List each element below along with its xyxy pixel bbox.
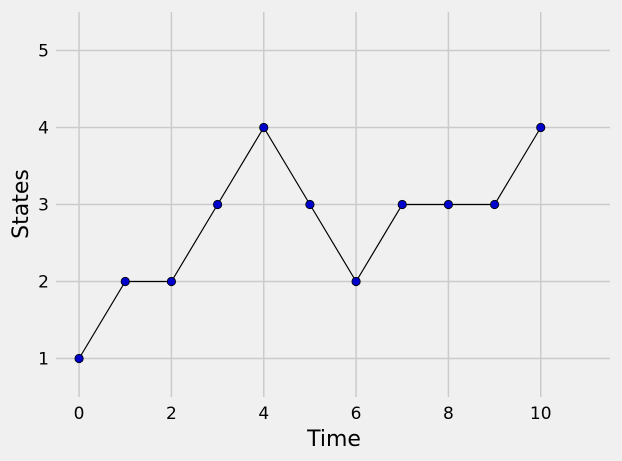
x-tick-label: 6 (351, 404, 362, 424)
y-tick-label: 2 (38, 273, 49, 293)
y-tick-label: 3 (38, 196, 49, 216)
x-tick-labels: 0 2 4 6 8 10 (74, 404, 552, 424)
data-point (536, 122, 546, 133)
x-tick-label: 10 (530, 404, 552, 424)
data-point (489, 199, 500, 210)
data-point (259, 122, 269, 133)
data-point (74, 353, 84, 364)
y-axis-label: States (9, 169, 34, 239)
x-tick-label: 4 (258, 404, 269, 424)
y-tick-label: 1 (38, 350, 49, 370)
x-tick-label: 0 (74, 404, 85, 424)
y-tick-label: 4 (38, 119, 49, 139)
y-tick-label: 5 (38, 42, 49, 62)
data-point (166, 276, 177, 287)
data-point (212, 199, 223, 210)
series-line (78, 126, 542, 359)
data-point (397, 199, 407, 210)
data-point (305, 199, 315, 210)
data-point (120, 276, 130, 287)
data-point (351, 276, 361, 287)
x-axis-label: Time (306, 427, 361, 452)
series-layer (74, 122, 546, 364)
y-tick-labels: 1 2 3 4 5 (38, 42, 49, 370)
data-point (443, 199, 454, 210)
x-tick-label: 8 (443, 404, 454, 424)
x-tick-label: 2 (166, 404, 177, 424)
grid-lines (56, 12, 610, 397)
